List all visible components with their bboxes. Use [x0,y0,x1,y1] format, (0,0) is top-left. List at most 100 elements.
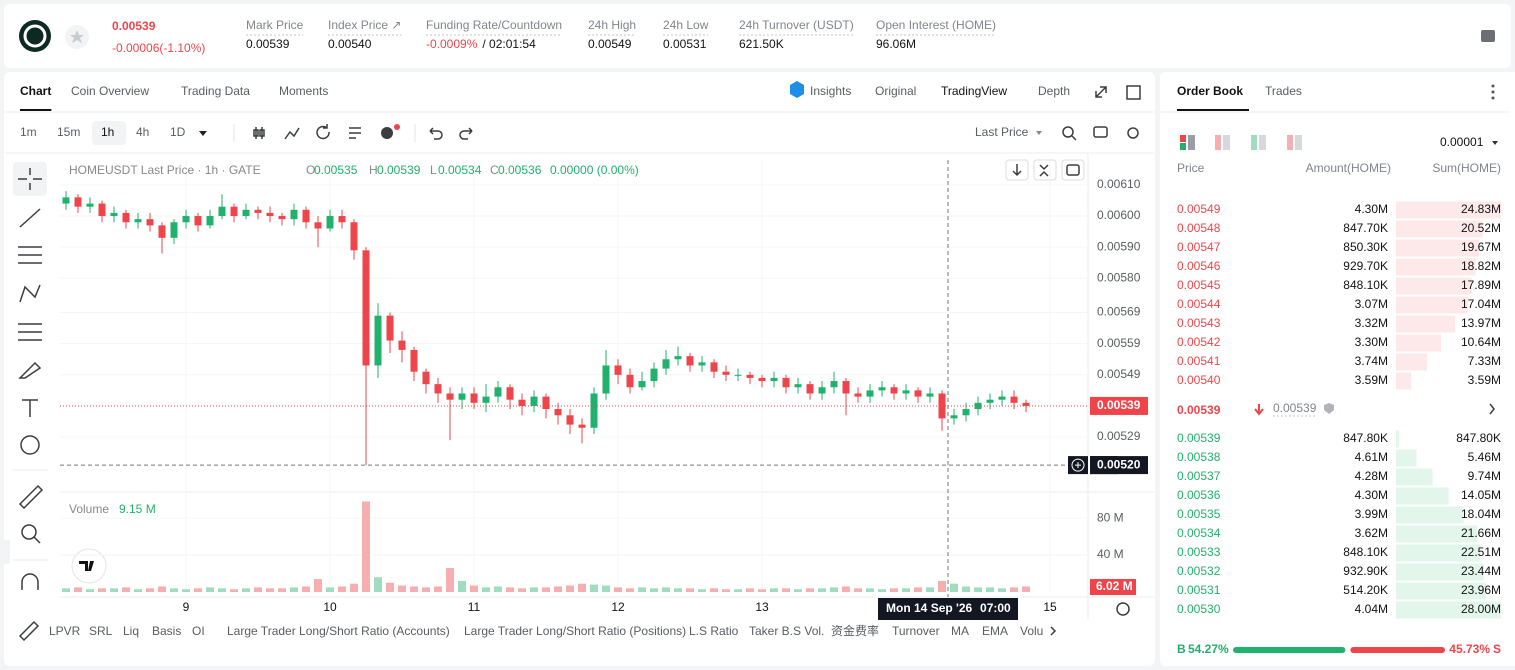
indicator[interactable]: Taker B.S Vol. [749,624,824,638]
depth-bar [1396,372,1412,390]
chart-tab[interactable]: Moments [279,84,328,98]
stat-label[interactable]: 24h Low [663,18,709,32]
depth-bar [1396,201,1501,219]
candle-body [170,222,178,238]
indicator[interactable]: LPVR [49,624,81,638]
legend-key: L [430,163,437,177]
volume-bar [458,580,467,592]
volume-total: 9.15 M [119,502,156,516]
depth-bar [1396,582,1486,600]
candle-body [794,384,802,388]
indicator[interactable]: SRL [89,624,113,638]
book-price[interactable]: 0.00539 [1177,431,1221,445]
book-price[interactable]: 0.00542 [1177,335,1221,349]
indicator[interactable]: Liq [123,624,139,638]
volume-bar [830,587,839,592]
book-mark-price[interactable]: 0.00539 [1273,401,1317,415]
chart-tab[interactable]: Coin Overview [71,84,149,98]
indicator[interactable]: EMA [982,624,1008,638]
dropdown-caret[interactable] [199,131,207,136]
indicator[interactable]: MA [951,624,969,638]
book-price[interactable]: 0.00545 [1177,278,1221,292]
view-tab[interactable]: TradingView [941,84,1007,98]
interval[interactable]: 15m [57,125,80,139]
book-price[interactable]: 0.00546 [1177,259,1221,273]
stat-label[interactable]: Funding Rate/Countdown [426,18,562,32]
book-price[interactable]: 0.00544 [1177,297,1221,311]
chart-tab[interactable]: Chart [20,84,51,98]
volume-bar [230,589,239,592]
stat-label[interactable]: 24h Turnover (USDT) [739,18,854,32]
more-icon[interactable] [1491,84,1495,100]
indicator[interactable]: Volu [1020,624,1043,638]
book-price[interactable]: 0.00547 [1177,240,1221,254]
view-tab[interactable]: Insights [810,84,851,98]
indicator[interactable]: Turnover [892,624,940,638]
book-price[interactable]: 0.00541 [1177,354,1221,368]
book-price[interactable]: 0.00535 [1177,507,1221,521]
book-price[interactable]: 0.00540 [1177,373,1221,387]
book-tab[interactable]: Trades [1265,84,1302,98]
book-last-price: 0.00539 [1177,403,1221,417]
indicator[interactable]: Basis [152,624,181,638]
indicator[interactable]: OI [192,624,205,638]
interval[interactable]: 1D [170,125,186,139]
stat-label[interactable]: Index Price ↗ [328,18,401,32]
precision[interactable]: 0.00001 [1440,135,1484,149]
layout-icon[interactable] [1126,85,1141,100]
view-tab[interactable]: Depth [1038,84,1070,98]
stat-label[interactable]: 24h High [588,18,636,32]
column-header: Price [1177,161,1205,175]
interval[interactable]: 1m [20,125,37,139]
volume-bar [878,589,887,592]
book-price[interactable]: 0.00538 [1177,450,1221,464]
indicator[interactable]: Large Trader Long/Short Ratio (Positions… [464,624,686,638]
volume-bar [494,586,503,592]
interval[interactable]: 4h [136,125,149,139]
book-tab[interactable]: Order Book [1177,84,1243,98]
book-price[interactable]: 0.00534 [1177,526,1221,540]
expand-icon[interactable] [1095,86,1107,98]
book-price[interactable]: 0.00543 [1177,316,1221,330]
drawing-tools[interactable] [12,162,48,642]
volume-bar [530,587,539,592]
y-tick-label: 0.00529 [1097,429,1141,443]
interval[interactable]: 1h [101,125,114,139]
indicator[interactable]: 资金费率 [831,623,879,638]
y-tick-label: 0.00600 [1097,208,1141,222]
book-price[interactable]: 0.00532 [1177,564,1221,578]
column-header: Sum(HOME) [1432,161,1501,175]
stat-label[interactable]: Mark Price [246,18,304,32]
book-price[interactable]: 0.00549 [1177,202,1221,216]
candle-body [854,393,862,397]
book-price[interactable]: 0.00536 [1177,488,1221,502]
candle-body [542,396,550,410]
side-icon[interactable] [1481,30,1495,42]
indicator[interactable]: L.S Ratio [689,624,739,638]
book-price[interactable]: 0.00531 [1177,583,1221,597]
indicator[interactable]: Large Trader Long/Short Ratio (Accounts) [227,624,450,638]
chart-tab[interactable]: Trading Data [181,84,250,98]
book-price[interactable]: 0.00537 [1177,469,1221,483]
x-tick-label: 10 [323,600,337,614]
chart-controls[interactable] [1,159,1130,636]
crosshair-y-box [1090,456,1148,475]
depth-bar [1396,544,1481,562]
favorite-star[interactable] [65,25,89,49]
volume-bar [554,586,563,592]
book-price[interactable]: 0.00533 [1177,545,1221,559]
book-view-icons[interactable] [1180,135,1498,416]
view-tab[interactable]: Original [875,84,916,98]
candle-body [122,212,130,223]
book-price[interactable]: 0.00548 [1177,221,1221,235]
candle-body [266,212,274,217]
logo[interactable] [19,20,51,52]
price-type[interactable]: Last Price [975,125,1029,139]
volume-bar [506,587,515,592]
book-price[interactable]: 0.00530 [1177,602,1221,616]
stat-label[interactable]: Open Interest (HOME) [876,18,996,32]
candle-body [410,349,418,372]
x-tick-label: 11 [468,600,481,614]
toolbar-icons[interactable] [233,124,1139,142]
candle-body [902,390,910,394]
